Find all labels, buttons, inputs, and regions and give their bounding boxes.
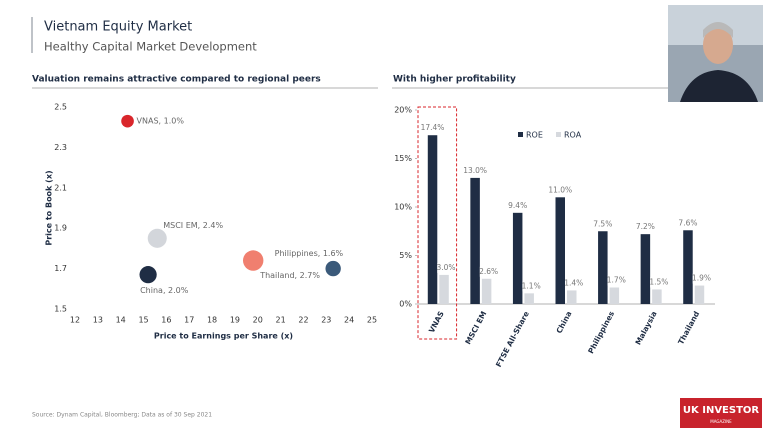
bubble (139, 266, 157, 284)
value-label: 7.5% (593, 219, 612, 228)
x-tick-label: 13 (93, 316, 103, 325)
logo-name: UK INVESTOR (683, 405, 760, 416)
value-label: 1.7% (607, 276, 626, 285)
label-bg (522, 281, 540, 292)
point-label: Philippines, 1.6% (275, 249, 344, 258)
bar (512, 212, 523, 304)
y-tick-label: 0% (399, 300, 412, 309)
x-tick-label: 23 (321, 316, 331, 325)
value-label: 7.6% (678, 218, 697, 227)
point-label: Thailand, 2.7% (259, 271, 320, 280)
bubble (242, 250, 264, 271)
bar (524, 293, 534, 304)
value-label: 1.4% (564, 278, 583, 287)
bubble (147, 228, 167, 248)
y-tick-label: 15% (394, 154, 412, 163)
point-label: China, 2.0% (140, 286, 189, 295)
bar (652, 289, 662, 304)
webcam-person (680, 70, 758, 102)
x-tick-label: 15 (138, 316, 148, 325)
bar (555, 197, 565, 304)
x-tick-label: 14 (116, 316, 126, 325)
bubble (325, 260, 341, 277)
value-label: 17.4% (421, 123, 445, 132)
x-tick-label: 12 (70, 316, 80, 325)
value-label: 13.0% (463, 166, 487, 175)
y-tick-label: 10% (394, 203, 412, 212)
bar (640, 234, 651, 304)
legend-label: ROA (564, 131, 582, 140)
webcam (668, 5, 763, 102)
bar (470, 177, 480, 304)
bar (609, 287, 620, 304)
y-tick-label: 5% (399, 251, 412, 260)
webcam-hair (703, 22, 733, 38)
logo: UK INVESTOR MAGAZINE (680, 398, 762, 428)
bar (598, 231, 608, 304)
label-bg (437, 262, 455, 273)
label-bg (607, 275, 626, 286)
header-accent (31, 17, 33, 53)
bubble (121, 114, 134, 128)
logo-tagline: MAGAZINE (710, 419, 732, 424)
y-tick-label: 1.9 (54, 224, 67, 233)
y-tick-label: 2.3 (54, 143, 67, 152)
bar (694, 285, 705, 304)
x-axis-label: Price to Earnings per Share (x) (154, 332, 293, 341)
label-bg (650, 277, 668, 288)
x-tick-label: 22 (298, 316, 308, 325)
legend-label: ROE (526, 131, 543, 140)
header-title: Vietnam Equity Market (44, 20, 192, 35)
value-label: 11.0% (548, 185, 572, 194)
label-bg (692, 273, 711, 284)
x-tick-label: 20 (253, 316, 263, 325)
legend-swatch (556, 132, 561, 137)
chart-title: Valuation remains attractive compared to… (32, 75, 321, 85)
y-axis-label: Price to Book (x) (45, 170, 54, 245)
value-label: 1.5% (649, 277, 668, 286)
x-tick-label: 25 (367, 316, 377, 325)
label-bg (565, 278, 583, 289)
legend-swatch (518, 132, 523, 137)
x-tick-label: 21 (276, 316, 286, 325)
x-tick-label: 16 (161, 316, 171, 325)
bar (481, 278, 492, 304)
logo-box (680, 398, 762, 428)
bar (683, 230, 693, 304)
y-tick-label: 1.5 (54, 305, 67, 314)
point-label: VNAS, 1.0% (137, 117, 185, 126)
y-tick-label: 2.1 (54, 183, 67, 192)
source-note: Source: Dynam Capital, Bloomberg; Data a… (32, 412, 212, 419)
y-tick-label: 20% (394, 106, 412, 115)
value-label: 1.1% (522, 281, 541, 290)
y-tick-label: 2.5 (54, 103, 67, 112)
value-label: 7.2% (636, 222, 655, 231)
x-tick-label: 17 (184, 316, 194, 325)
bar (439, 274, 449, 304)
bar (427, 135, 438, 304)
y-tick-label: 1.7 (54, 264, 67, 273)
value-label: 1.9% (692, 274, 711, 283)
bar (567, 290, 577, 304)
x-tick-label: 24 (344, 316, 354, 325)
x-tick-label: 19 (230, 316, 240, 325)
chart-title: With higher profitability (393, 75, 516, 85)
header-subtitle: Healthy Capital Market Development (44, 40, 257, 54)
label-bg (479, 266, 498, 277)
value-label: 9.4% (508, 201, 527, 210)
value-label: 2.6% (479, 267, 498, 276)
highlight-box (417, 106, 458, 340)
webcam-face (703, 26, 733, 64)
value-label: 3.0% (437, 263, 456, 272)
x-tick-label: 18 (207, 316, 217, 325)
point-label: MSCI EM, 2.4% (163, 221, 223, 230)
